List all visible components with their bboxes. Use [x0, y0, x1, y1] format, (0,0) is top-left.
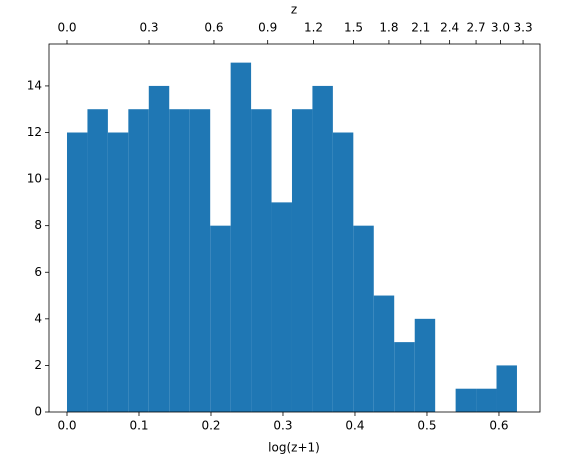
x2-tick-label: 3.3	[514, 21, 533, 35]
x2-tick-label: 0.3	[139, 21, 158, 35]
bar	[169, 109, 190, 413]
y-tick-label: 8	[34, 218, 42, 232]
x-tick-label: 0.4	[345, 419, 364, 433]
x2-tick-label: 1.8	[379, 21, 398, 35]
bar	[476, 388, 497, 412]
x2-tick-label: 2.1	[411, 21, 430, 35]
bar	[496, 365, 517, 412]
y-tick-label: 10	[27, 172, 42, 186]
y-tick-label: 4	[34, 311, 42, 325]
x2-tick-label: 3.0	[491, 21, 510, 35]
bar	[332, 132, 354, 412]
y-tick-label: 0	[34, 405, 42, 419]
bar	[394, 342, 415, 412]
x2-tick-label: 1.2	[304, 21, 323, 35]
bar	[128, 109, 149, 413]
bar	[312, 85, 333, 413]
x2-tick-label: 1.5	[344, 21, 363, 35]
bar	[107, 132, 129, 412]
x-tick-label: 0.3	[273, 419, 292, 433]
x-axis-label: log(z+1)	[268, 441, 320, 455]
bar	[455, 388, 477, 412]
x2-tick-label: 2.7	[467, 21, 486, 35]
x2-tick-label: 0.0	[57, 21, 76, 35]
x-tick-label: 0.2	[201, 419, 220, 433]
bar	[210, 225, 231, 412]
bar	[87, 109, 108, 413]
x-tick-label: 0.5	[417, 419, 436, 433]
x2-tick-label: 0.9	[258, 21, 277, 35]
bar	[251, 109, 272, 413]
bar	[189, 109, 211, 413]
y-tick-label: 6	[34, 265, 42, 279]
bar	[353, 225, 374, 412]
bar	[230, 62, 252, 413]
y-tick-label: 14	[27, 78, 42, 92]
bar	[271, 202, 292, 412]
x-tick-label: 0.6	[489, 419, 508, 433]
bar	[414, 318, 436, 412]
x2-axis-label: z	[291, 3, 297, 17]
bar	[291, 109, 313, 413]
bar	[66, 132, 88, 412]
y-tick-label: 12	[27, 125, 42, 139]
x-tick-label: 0.0	[57, 419, 76, 433]
bar	[148, 85, 170, 413]
y-tick-label: 2	[34, 358, 42, 372]
axes-frame	[48, 43, 541, 413]
x2-tick-label: 0.6	[204, 21, 223, 35]
x2-tick-label: 2.4	[440, 21, 459, 35]
bar	[373, 295, 395, 412]
x-tick-label: 0.1	[129, 419, 148, 433]
